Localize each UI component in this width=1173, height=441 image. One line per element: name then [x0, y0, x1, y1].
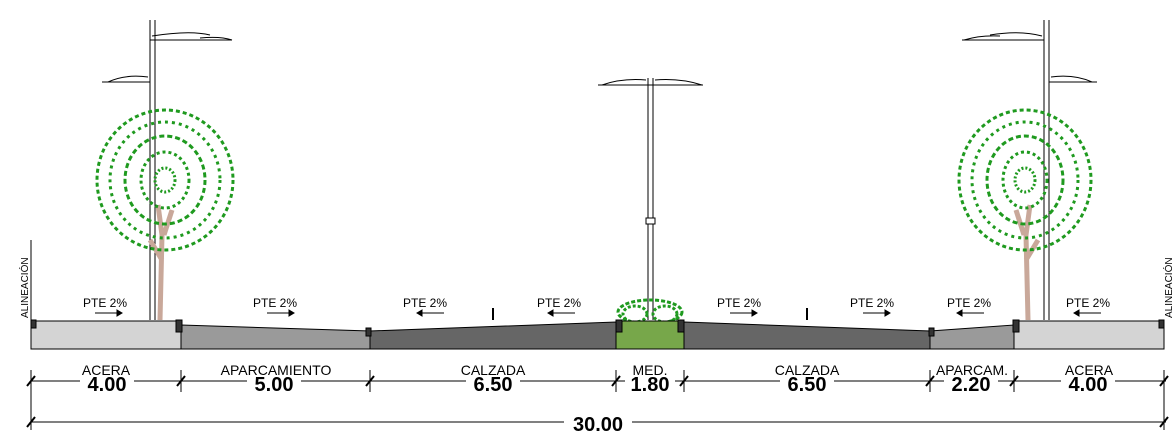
total-width: 30.00	[573, 414, 623, 436]
slope-label-7: PTE 2%	[947, 296, 991, 310]
tree-left	[95, 108, 235, 321]
slope-label-2: PTE 2%	[253, 296, 297, 310]
slope-label-1: PTE 2%	[83, 296, 127, 310]
width-aparcam-right: 2.20	[952, 374, 991, 396]
streetlight-left	[102, 20, 233, 320]
slope-label-4: PTE 2%	[537, 296, 581, 310]
sidewalk-right	[1013, 320, 1165, 350]
section-name-calzada-left: CALZADA	[461, 362, 526, 378]
width-calzada-right: 6.50	[788, 374, 827, 396]
section-name-aparcamiento-left: APARCAMIENTO	[221, 362, 332, 378]
width-acera-left: 4.00	[88, 374, 127, 396]
tree-right	[957, 108, 1093, 321]
sidewalk-left	[30, 320, 182, 350]
streetlight-center	[598, 78, 703, 320]
alineacion-label-left: ALINEACIÓN	[18, 257, 31, 318]
section-widths: 4.00 5.00 6.50 1.80 6.50 2.20 4.00 30.00	[88, 374, 1108, 436]
slope-labels: PTE 2% PTE 2% PTE 2% PTE 2% PTE 2% PTE 2…	[83, 296, 1110, 310]
width-calzada-left: 6.50	[474, 374, 513, 396]
slope-label-6: PTE 2%	[850, 296, 894, 310]
section-name-aparcam-right: APARCAM.	[936, 362, 1008, 378]
road-profile	[30, 308, 1165, 350]
median-shrubs	[616, 298, 684, 326]
slope-label-3: PTE 2%	[403, 296, 447, 310]
slope-arrows	[95, 309, 1101, 317]
parking-right	[929, 324, 1015, 350]
slope-label-5: PTE 2%	[717, 296, 761, 310]
alineacion-label-right: ALINEACIÓN	[1162, 257, 1173, 318]
roadway-left	[369, 321, 617, 350]
slope-label-8: PTE 2%	[1066, 296, 1110, 310]
parking-left	[180, 324, 371, 350]
width-acera-right: 4.00	[1069, 374, 1108, 396]
section-name-calzada-right: CALZADA	[775, 362, 840, 378]
section-name-median: MED.	[633, 362, 668, 378]
width-median: 1.80	[631, 374, 670, 396]
roadway-right	[683, 321, 931, 350]
streetlight-right	[962, 20, 1097, 320]
section-names: ACERA APARCAMIENTO CALZADA MED. CALZADA …	[82, 362, 1114, 378]
width-aparcamiento-left: 5.00	[255, 374, 294, 396]
median	[615, 320, 685, 350]
section-name-acera-right: ACERA	[1065, 362, 1114, 378]
section-name-acera-left: ACERA	[82, 362, 131, 378]
